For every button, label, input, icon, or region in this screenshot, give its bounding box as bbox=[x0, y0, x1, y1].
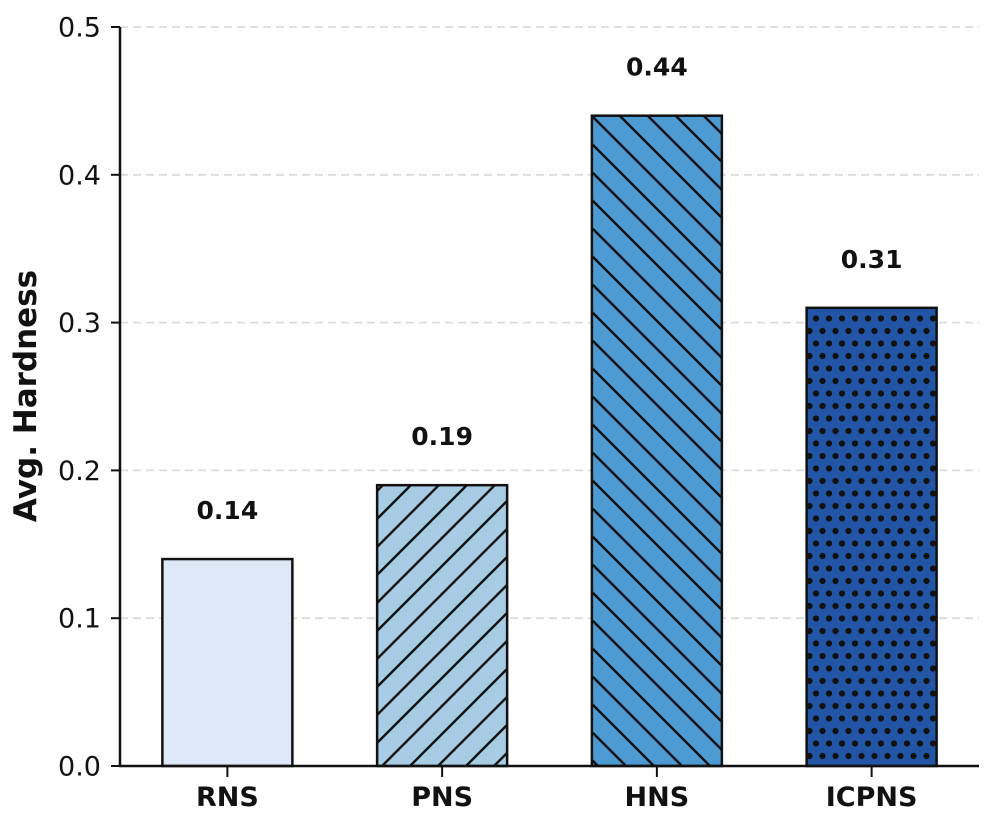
y-tick-label: 0.4 bbox=[58, 160, 101, 191]
y-tick-label: 0.3 bbox=[58, 308, 101, 339]
bar-hatch bbox=[591, 115, 722, 767]
y-tick-label: 0.1 bbox=[58, 604, 101, 635]
bar-value-label: 0.31 bbox=[841, 245, 903, 274]
bar-hatch bbox=[806, 307, 937, 766]
x-tick-label: RNS bbox=[196, 782, 259, 813]
y-tick-label: 0.2 bbox=[58, 456, 101, 487]
bars bbox=[161, 114, 938, 768]
bar-hns bbox=[590, 114, 724, 768]
x-tick-label: PNS bbox=[411, 782, 473, 813]
bar-fill bbox=[162, 559, 293, 766]
value-labels: 0.14 0.19 0.44 0.31 bbox=[197, 53, 903, 525]
y-tick-label: 0.0 bbox=[58, 752, 101, 783]
x-tick-label: HNS bbox=[625, 782, 690, 813]
bar-icpns bbox=[805, 306, 938, 768]
x-tick-labels: RNS PNS HNS ICPNS bbox=[196, 782, 918, 813]
bar-value-label: 0.14 bbox=[197, 496, 259, 525]
bar-pns bbox=[375, 483, 509, 768]
y-axis-label: Avg. Hardness bbox=[8, 270, 44, 522]
bar-hatch bbox=[377, 485, 508, 766]
y-tick-labels: 0.0 0.1 0.2 0.3 0.4 0.5 bbox=[58, 13, 101, 783]
bar-value-label: 0.44 bbox=[626, 53, 688, 82]
bar-rns bbox=[161, 557, 294, 768]
axes-spines bbox=[118, 27, 979, 768]
y-tick-label: 0.5 bbox=[58, 13, 101, 44]
x-tick-label: ICPNS bbox=[826, 782, 918, 813]
bar-value-label: 0.19 bbox=[411, 422, 473, 451]
tick-marks bbox=[111, 26, 873, 777]
